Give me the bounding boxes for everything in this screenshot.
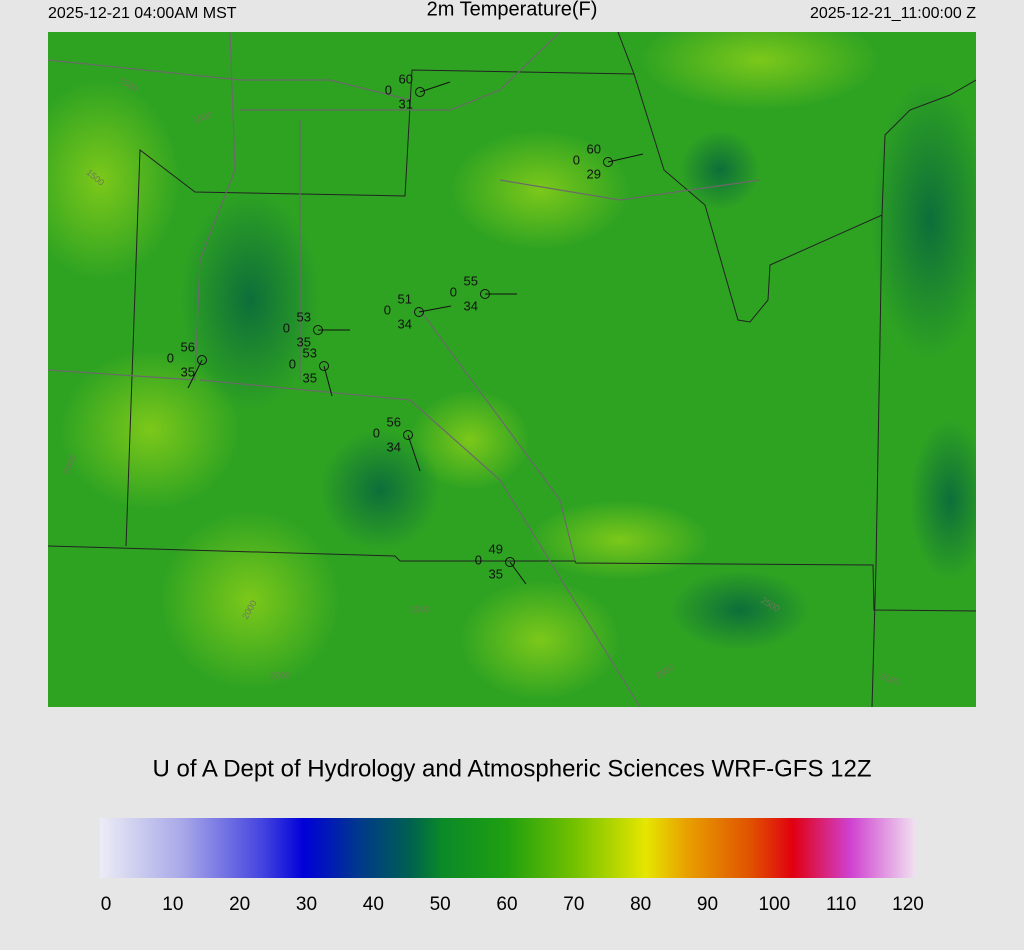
colorbar-tick-label: 20 [229,894,250,915]
station-temperature: 56 [387,414,401,429]
credit: U of A Dept of Hydrology and Atmospheric… [153,755,872,782]
station-dewpoint: 31 [399,96,413,111]
colorbar-tick-label: 90 [697,894,718,915]
station-temperature: 53 [303,345,317,360]
station-temperature: 53 [297,309,311,324]
station-dewpoint: 29 [587,166,601,181]
colorbar-tick-label: 0 [101,894,112,915]
station-dewpoint: 34 [398,316,412,331]
colorbar-tick-label: 10 [162,894,183,915]
station-dewpoint: 35 [489,566,503,581]
valid-time-local: 2025-12-21 04:00AM MST [48,5,237,22]
contour-label: 2000 [270,670,290,680]
station-dewpoint: 35 [303,370,317,385]
station-visibility: 0 [450,284,457,299]
colorbar-tick-label: 60 [496,894,517,915]
colorbar-tick-label: 80 [630,894,651,915]
colorbar-tick-label: 110 [826,894,856,915]
colorbar-tick-label: 70 [563,894,584,915]
colorbar-tick-label: 120 [892,894,924,915]
station-circle [603,157,613,167]
colorbar [100,818,915,878]
station-temperature: 51 [398,291,412,306]
wind-barb [419,81,451,93]
wind-barb [418,305,452,313]
valid-time-utc: 2025-12-21_11:00:00 Z [810,5,976,22]
station-circle [403,430,413,440]
station-circle [414,307,424,317]
station-circle [415,87,425,97]
station-temperature: 56 [181,339,195,354]
colorbar-tick-label: 40 [363,894,384,915]
wind-barb [323,365,333,397]
station-visibility: 0 [384,302,391,317]
station-circle [319,361,329,371]
station-visibility: 0 [373,425,380,440]
station-temperature: 60 [399,71,413,86]
wind-barb [607,153,644,163]
station-temperature: 49 [489,541,503,556]
station-circle [480,289,490,299]
station-visibility: 0 [573,152,580,167]
colorbar-tick-label: 100 [758,894,790,915]
station-visibility: 0 [289,356,296,371]
map [48,32,976,707]
station-dewpoint: 35 [297,334,311,349]
station-temperature: 55 [464,273,478,288]
wind-barb [407,434,421,472]
contour-label: 2000 [410,604,430,614]
station-visibility: 0 [167,350,174,365]
station-dewpoint: 34 [387,439,401,454]
colorbar-tick-label: 50 [430,894,451,915]
station-visibility: 0 [283,320,290,335]
station-visibility: 0 [385,82,392,97]
station-circle [197,355,207,365]
wind-barb [187,359,203,389]
station-circle [313,325,323,335]
station-dewpoint: 35 [181,364,195,379]
station-circle [505,557,515,567]
station-temperature: 60 [587,141,601,156]
colorbar-tick-label: 30 [296,894,317,915]
station-dewpoint: 34 [464,298,478,313]
map-title: 2m Temperature(F) [427,0,598,20]
station-visibility: 0 [475,552,482,567]
